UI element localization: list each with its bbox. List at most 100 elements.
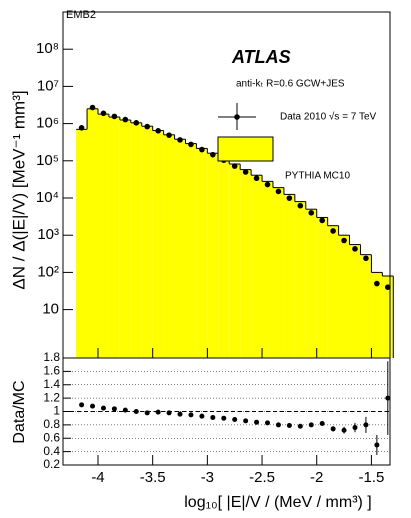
mc-bar: [305, 209, 317, 358]
ratio-point: [188, 412, 194, 418]
y-tick-label: 10³: [37, 226, 59, 243]
y-tick-label: 10⁸: [36, 40, 59, 57]
ratio-point: [79, 402, 85, 408]
x-tick-label: -2: [310, 469, 323, 486]
ratio-point: [254, 419, 260, 425]
mc-bar: [141, 126, 153, 359]
y-tick-label: 10⁵: [36, 152, 59, 169]
mc-bar: [108, 117, 120, 358]
y-tick-label: 10²: [37, 263, 59, 280]
mc-bar: [382, 276, 394, 358]
ratio-point: [210, 415, 216, 421]
ratio-y-tick-label: 1.8: [43, 350, 60, 364]
mc-bar: [207, 153, 219, 358]
ratio-point: [286, 423, 292, 429]
y-tick-label: 10⁷: [37, 77, 59, 94]
mc-bar: [294, 201, 306, 358]
mc-bar: [272, 187, 284, 358]
data-point: [166, 132, 172, 138]
ratio-point: [111, 406, 117, 412]
ratio-point: [297, 423, 303, 429]
mc-bar: [371, 272, 383, 358]
y-tick-label: 10⁶: [36, 115, 59, 132]
mc-bar: [87, 108, 98, 358]
mc-bar: [283, 194, 295, 358]
data-point: [286, 195, 293, 201]
mc-bar: [76, 129, 88, 358]
ratio-point: [155, 409, 161, 415]
y-tick-label: 10: [42, 301, 59, 318]
ratio-y-tick-label: 0.6: [43, 430, 60, 444]
data-point: [231, 163, 238, 169]
ratio-point: [232, 417, 238, 423]
ratio-y-tick-label: 0.4: [43, 444, 60, 458]
ratio-point: [100, 405, 106, 411]
ratio-point: [330, 426, 336, 432]
ratio-point: [243, 418, 249, 424]
ratio-point: [199, 413, 205, 419]
data-point: [100, 110, 107, 117]
data-point: [374, 280, 380, 287]
ratio-y-tick-label: 1.4: [43, 377, 60, 391]
ratio-point: [265, 420, 271, 426]
data-point: [297, 202, 304, 209]
y-tick-label: 10⁴: [36, 189, 59, 206]
x-tick-label: -1.5: [358, 469, 384, 486]
legend-data: Data 2010 √s = 7 TeV: [280, 111, 377, 123]
ratio-point: [90, 403, 96, 409]
ratio-frame: [62, 357, 391, 466]
ratio-point: [308, 422, 314, 428]
data-point: [78, 125, 85, 131]
mc-bar: [327, 225, 339, 358]
ratio-point: [352, 425, 358, 431]
ratio-point: [319, 421, 325, 427]
data-point: [242, 169, 249, 175]
ratio-y-tick-label: 1: [53, 404, 60, 418]
x-tick-label: -3.5: [140, 469, 166, 486]
mc-bar: [163, 134, 175, 358]
mc-bar: [240, 169, 252, 358]
ratio-y-tick-label: 1.2: [43, 390, 60, 404]
mc-bar: [119, 119, 131, 358]
data-point: [253, 175, 260, 182]
legend-data-marker: [234, 114, 240, 120]
ratio-point: [385, 395, 391, 401]
data-point: [352, 246, 358, 252]
brand: ATLAS: [231, 47, 291, 67]
data-point: [111, 113, 118, 120]
ratio-point: [122, 407, 128, 413]
data-point: [341, 237, 347, 244]
ratio-point: [275, 422, 281, 428]
annotation: anti-kₜ R=0.6 GCW+JES: [236, 79, 345, 90]
x-tick-label: -3: [201, 469, 214, 486]
legend-mc-box: [217, 136, 274, 162]
data-point: [144, 123, 151, 130]
data-point: [155, 128, 161, 134]
ratio-y-tick-label: 0.2: [43, 457, 60, 471]
ratio-y-label: Data/MC: [11, 380, 28, 443]
ratio-y-tick-label: 1.6: [43, 364, 60, 378]
mc-bar: [338, 235, 350, 358]
ratio-point: [177, 411, 183, 417]
mc-bar: [97, 114, 109, 358]
legend-mc: PYTHIA MC10: [285, 171, 350, 182]
mc-bar: [130, 122, 142, 359]
mc-bar: [349, 244, 361, 358]
ratio-point: [221, 415, 227, 421]
data-point: [177, 137, 183, 143]
data-point: [363, 255, 369, 262]
data-point: [319, 217, 325, 224]
ratio-y-tick-label: 0.8: [43, 417, 60, 431]
mc-bar: [174, 139, 186, 358]
data-point: [385, 284, 391, 291]
mc-bar: [196, 148, 208, 358]
mc-bar: [251, 175, 263, 358]
ratio-point: [133, 409, 139, 414]
x-axis-label: log₁₀[ |E|/V / (MeV / mm³) ]: [184, 494, 371, 511]
data-point: [308, 210, 315, 216]
y-axis-label: ΔN / Δ(|E|/V) [MeV⁻¹ mm³]: [9, 90, 28, 289]
data-point: [330, 228, 336, 234]
ratio-point: [374, 442, 380, 448]
mc-bar: [152, 130, 164, 358]
